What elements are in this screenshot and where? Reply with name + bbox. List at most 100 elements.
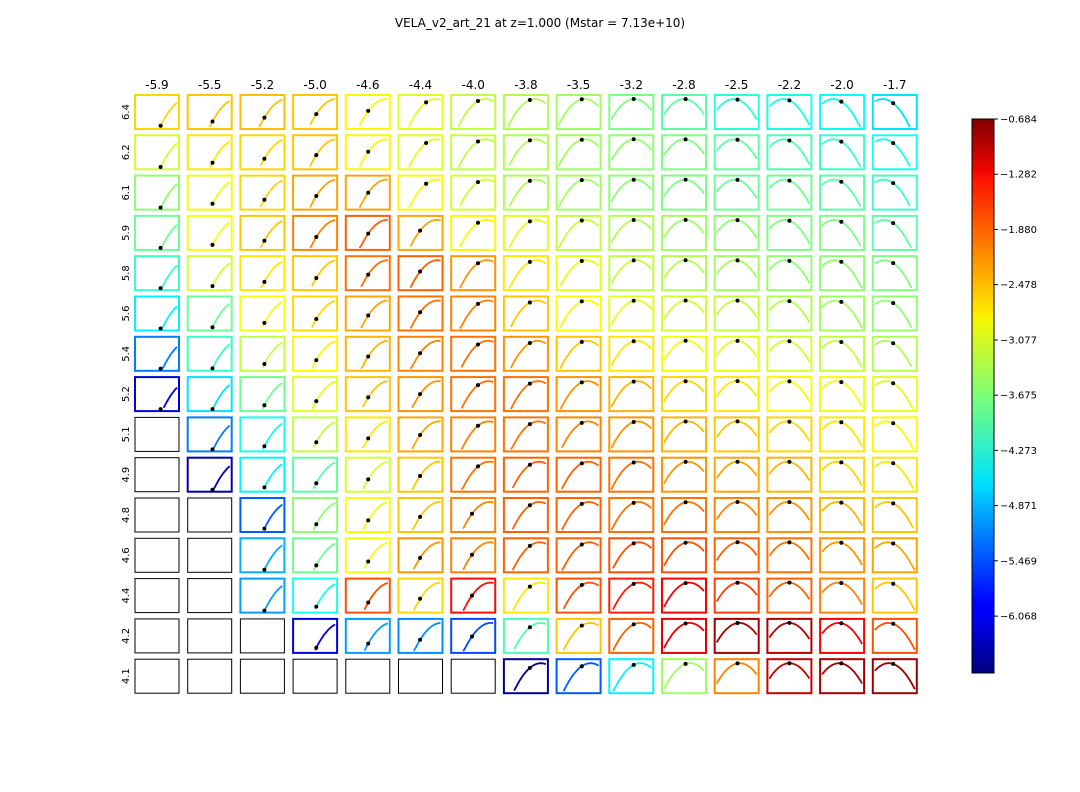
panel-cell — [766, 617, 813, 654]
panel-marker — [210, 242, 215, 247]
panel-curve — [715, 460, 758, 479]
panel-cell — [344, 376, 391, 413]
panel-cell — [766, 295, 813, 332]
row-label: 5.9 — [121, 225, 132, 241]
panel-frame — [397, 295, 444, 332]
panel-marker — [424, 181, 429, 186]
panel-marker — [262, 403, 267, 408]
panel-cell — [713, 174, 760, 211]
panel-curve — [411, 380, 441, 409]
panel-curve — [821, 541, 863, 566]
panel-frame — [344, 617, 391, 654]
panel-marker — [527, 543, 532, 548]
panel-frame — [502, 94, 549, 130]
panel-cell — [239, 577, 286, 614]
panel-marker — [470, 511, 474, 516]
panel-marker — [579, 583, 584, 587]
panel-frame — [344, 255, 391, 292]
panel-curve — [510, 380, 547, 410]
panel-cell — [292, 214, 339, 251]
panel-cell — [292, 174, 339, 211]
panel-frame — [555, 376, 602, 413]
panel-cell — [239, 537, 286, 574]
panel-cell — [819, 658, 866, 695]
panel-marker — [314, 440, 319, 445]
panel-curve — [462, 501, 494, 530]
panel-cell — [555, 214, 602, 251]
panel-cell — [397, 537, 444, 574]
panel-frame — [871, 214, 918, 251]
panel-curve — [159, 102, 178, 127]
panel-frame — [239, 174, 286, 211]
panel-cell — [608, 617, 655, 654]
column-label: -5.9 — [145, 78, 168, 92]
panel-cell — [661, 416, 707, 453]
panel-frame — [555, 335, 602, 372]
panel-frame — [239, 134, 286, 171]
panel-marker — [631, 379, 636, 384]
panel-marker — [787, 661, 792, 666]
panel-frame — [661, 456, 707, 493]
panel-curve — [212, 465, 231, 491]
panel-marker — [683, 217, 688, 222]
panel-cell — [450, 335, 497, 372]
panel-curve — [263, 544, 283, 571]
panel-cell — [819, 416, 866, 453]
panel-curve — [358, 98, 388, 127]
panel-marker — [683, 621, 688, 626]
panel-frame — [871, 497, 918, 533]
panel-cell — [608, 134, 655, 171]
panel-cell — [134, 255, 180, 292]
panel-frame — [292, 94, 339, 130]
panel-marker — [210, 201, 215, 206]
panel-curve — [559, 339, 600, 370]
panel-frame — [555, 134, 602, 171]
panel-marker — [891, 501, 896, 506]
panel-cell — [450, 577, 497, 614]
panel-cell — [871, 214, 918, 251]
panel-frame — [661, 497, 707, 533]
panel-marker — [262, 444, 267, 449]
panel-frame — [397, 134, 444, 171]
panel-marker — [579, 623, 584, 628]
panel-frame — [819, 295, 866, 332]
panel-frame — [344, 335, 391, 372]
panel-cell — [397, 416, 444, 453]
panel-curve — [409, 218, 441, 247]
panel-marker — [735, 177, 740, 182]
panel-marker — [839, 460, 844, 465]
panel-curve — [715, 581, 758, 602]
panel-cell — [713, 416, 760, 453]
panel-cell — [239, 376, 286, 413]
panel-curve — [462, 581, 494, 612]
panel-curve — [210, 262, 231, 289]
panel-marker — [683, 419, 688, 424]
panel-frame — [819, 255, 866, 292]
panel-marker — [262, 362, 267, 366]
panel-frame — [661, 295, 707, 332]
panel-marker — [631, 137, 636, 142]
panel-marker — [683, 540, 688, 545]
panel-curve — [263, 503, 283, 530]
panel-marker — [891, 301, 896, 306]
panel-frame — [239, 577, 286, 614]
panel-curve — [559, 380, 600, 410]
panel-frame — [555, 497, 602, 533]
column-label: -3.5 — [567, 78, 590, 92]
panel-marker — [735, 500, 740, 504]
panel-frame — [397, 214, 444, 251]
panel-cell — [134, 658, 180, 694]
panel-cell — [555, 295, 602, 332]
panel-cell — [344, 537, 391, 574]
panel-marker — [631, 460, 636, 465]
panel-curve — [821, 501, 863, 526]
panel-cell — [608, 416, 655, 453]
panel-marker — [735, 459, 740, 464]
panel-marker — [366, 272, 371, 277]
panel-marker — [787, 178, 792, 183]
panel-cell — [292, 134, 339, 171]
panel-frame — [871, 335, 918, 372]
panel-frame — [766, 134, 813, 171]
panel-frame — [713, 416, 760, 453]
panel-cell — [555, 335, 602, 372]
